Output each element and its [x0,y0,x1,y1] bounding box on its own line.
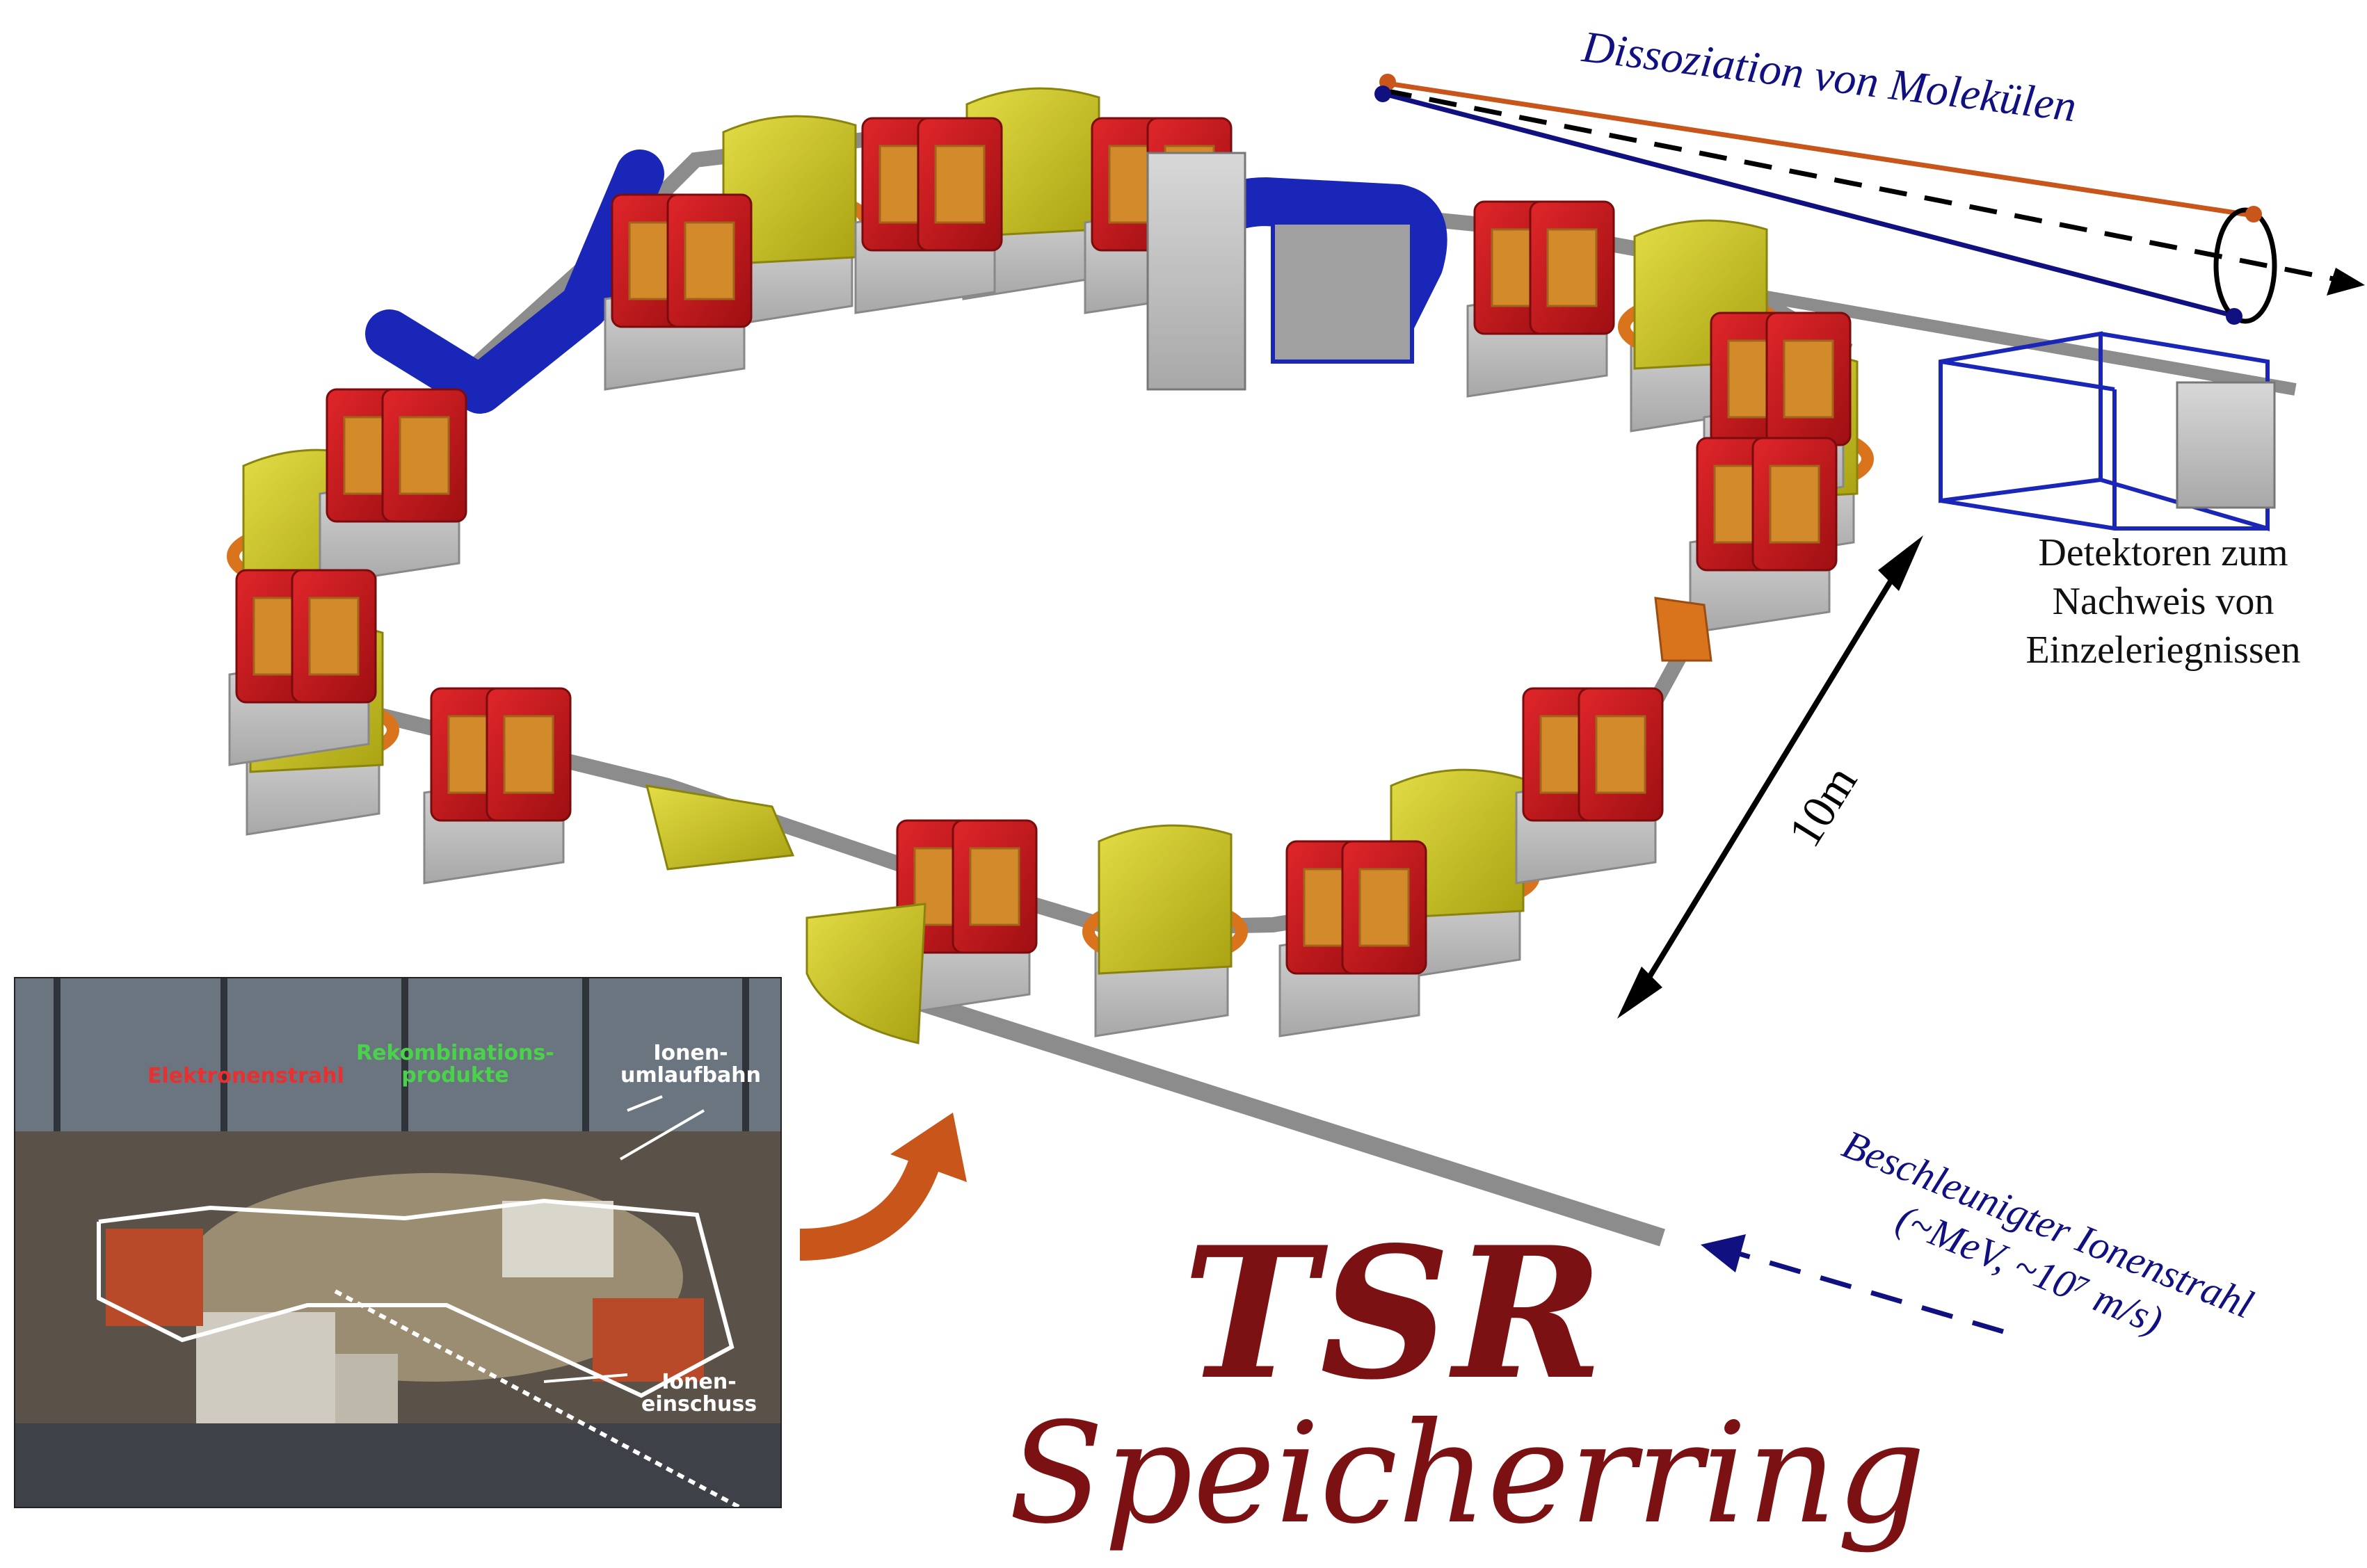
dipole-coil [399,416,450,495]
title-tsr: TSR [1182,1208,1607,1420]
photo-pointer-arrowhead [890,1113,967,1182]
quadrupole-magnet [722,115,857,266]
hall-photo-drawing [15,978,780,1507]
detector-line [1738,286,2297,396]
detector-label: Detektoren zum Nachweis von Einzeleriegn… [2025,531,2301,672]
dipole-coil [503,715,554,794]
detector-box [2176,381,2276,509]
photo-label-recombination: Rekombinations-produkte [356,1041,554,1088]
photo-pointer-arrow [799,1156,940,1261]
photo-label-electron-beam: Elektronenstrahl [147,1064,344,1088]
beam-arrow [1701,1234,2004,1334]
photo-label-ion-injection: Ionen-einschuss [641,1370,757,1416]
blue-pipe-left [365,149,664,414]
kicker-element [1654,597,1712,662]
dissociation-cone [1374,74,2366,325]
dipole-coil [1595,715,1646,794]
hall-photo: Elektronenstrahl Rekombinations-produkte… [14,977,782,1508]
scale-arrow [1617,535,1923,1019]
title-speicherring: Speicherring [1009,1393,1926,1555]
injection-line [915,992,1665,1247]
cooler-frame [1271,220,1414,364]
quadrupole-magnet [1098,824,1233,975]
dipole-coil [308,597,360,676]
injection-septum [645,784,795,871]
photo-label-ion-orbit: Ionen-umlaufbahn [620,1041,761,1088]
dipole-coil [969,847,1020,926]
cooler-support [1146,152,1246,391]
dipole-coil [934,145,986,224]
dipole-coil [684,221,735,300]
injection-magnet [805,903,926,1044]
dipole-coil [1358,868,1410,947]
dipole-coil [1783,339,1834,419]
dipole-coil [1546,228,1598,307]
dipole-coil [1769,464,1820,544]
